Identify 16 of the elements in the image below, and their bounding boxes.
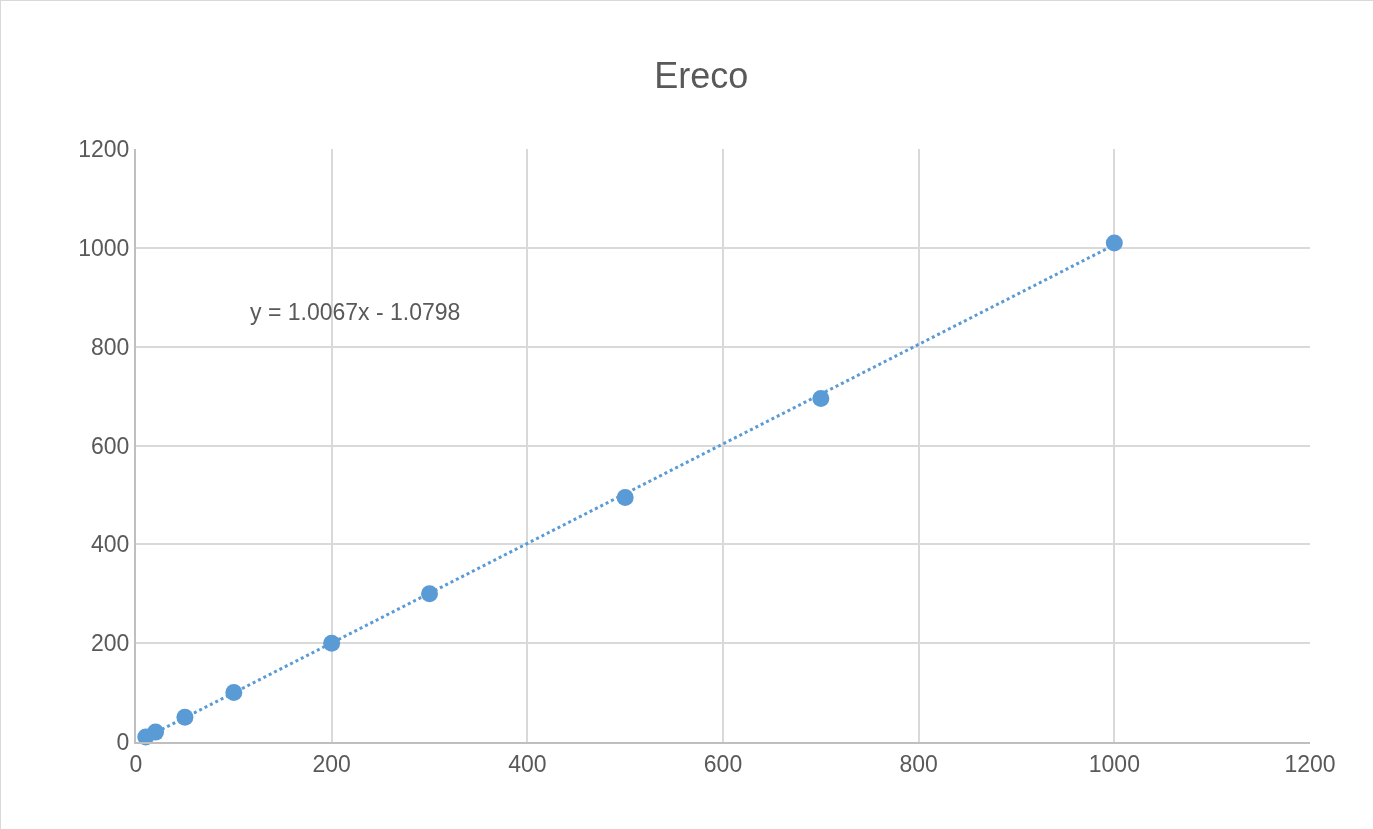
y-tick-label: 1200 xyxy=(78,136,130,163)
point xyxy=(1105,234,1123,252)
y-tick-label: 0 xyxy=(116,729,130,756)
x-tick-label: 1000 xyxy=(1088,750,1140,777)
x-tick-label: 1200 xyxy=(1284,750,1336,777)
y-tick-label: 200 xyxy=(91,630,130,657)
chart-title: Ereco xyxy=(654,55,749,97)
x-tick-label: 400 xyxy=(508,750,547,777)
annotation: y = 1.0067x - 1.0798 xyxy=(250,299,461,325)
y-tick-label: 600 xyxy=(91,432,130,459)
y-tick-label: 1000 xyxy=(78,234,130,261)
x-tick-label: 200 xyxy=(312,750,351,777)
x-tick-label: 800 xyxy=(899,750,938,777)
y-tick-label: 400 xyxy=(91,531,130,558)
y-tick-label: 800 xyxy=(91,333,130,360)
x-tick-label: 600 xyxy=(703,750,743,777)
